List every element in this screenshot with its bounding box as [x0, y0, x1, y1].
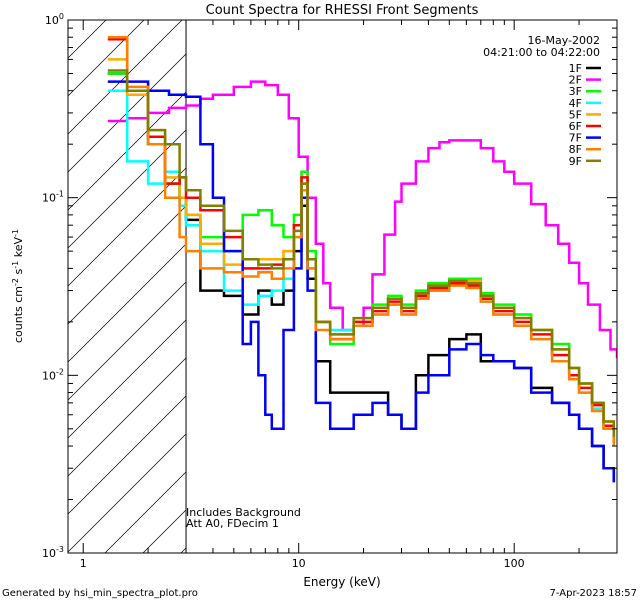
plot-frame [67, 19, 618, 554]
x-axis-title: Energy (keV) [303, 575, 380, 589]
hatch-line [68, 91, 187, 211]
x-tick-label: 100 [504, 557, 525, 570]
y-tick-label: 10-2 [42, 367, 64, 382]
annotation-attenuator: Att A0, FDecim 1 [186, 517, 279, 530]
y-axis-title: counts cm-2 s-1 keV-1 [11, 229, 25, 343]
hatch-line [68, 53, 187, 173]
legend-label-9F: 9F [569, 155, 582, 168]
time-range-label: 04:21:00 to 04:22:00 [483, 46, 600, 59]
series-line-2F [107, 80, 617, 359]
legend-label-4F: 4F [569, 97, 582, 110]
y-tick-label: 10-1 [42, 190, 64, 205]
y-tick-label: 100 [45, 12, 64, 27]
y-tick-label: 10-3 [42, 545, 64, 560]
hatch-line [142, 509, 187, 553]
chart-title: Count Spectra for RHESSI Front Segments [206, 3, 479, 18]
hatch-line [68, 281, 187, 401]
series-line-5F [107, 58, 616, 437]
series-line-6F [107, 37, 616, 443]
legend-label-3F: 3F [569, 85, 582, 98]
series-line-7F [107, 80, 616, 483]
legend-label-6F: 6F [569, 120, 582, 133]
footer-generated-by: Generated by hsi_min_spectra_plot.pro [2, 588, 198, 599]
hatch-line [68, 243, 187, 363]
series-lines [107, 35, 617, 483]
hatch-line [68, 205, 187, 325]
legend-label-1F: 1F [569, 62, 582, 75]
hatch-line [68, 357, 187, 477]
axis-ticks: 1 10 100 100 10-1 10-2 10-3 [42, 12, 618, 570]
series-line-3F [107, 72, 616, 446]
legend-label-7F: 7F [569, 132, 582, 145]
series-line-9F [107, 69, 616, 437]
series-line-1F [107, 72, 616, 483]
hatch-line [68, 395, 187, 515]
legend-label-2F: 2F [569, 74, 582, 87]
footer-date: 7-Apr-2023 18:57 [550, 588, 637, 599]
x-tick-label: 10 [292, 557, 306, 570]
date-label: 16-May-2002 [528, 34, 600, 47]
svg-text:counts cm-2 s-1 keV-1: counts cm-2 s-1 keV-1 [11, 229, 25, 343]
annotation-background: Includes Background [186, 506, 301, 519]
series-line-8F [107, 35, 616, 446]
hatch-line [68, 433, 187, 553]
hatch-line [68, 20, 183, 135]
x-tick-label: 1 [80, 557, 87, 570]
legend-label-8F: 8F [569, 143, 582, 156]
legend-label-5F: 5F [569, 108, 582, 121]
hatched-region [68, 20, 187, 553]
